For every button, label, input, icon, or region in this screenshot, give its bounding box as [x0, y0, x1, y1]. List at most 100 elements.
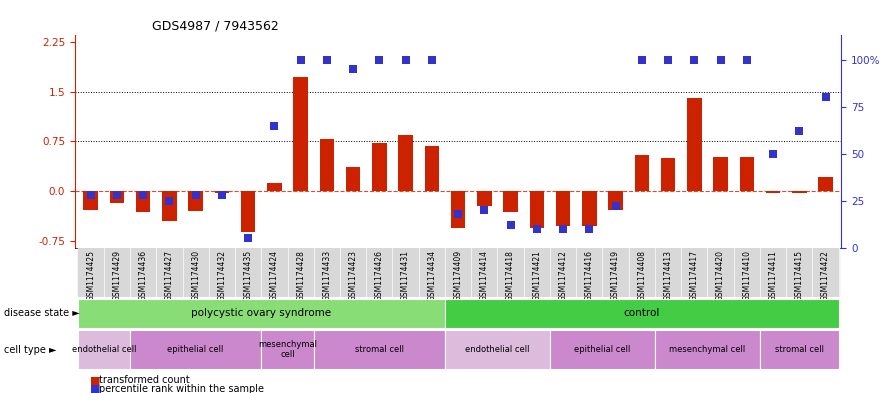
- Point: [346, 66, 360, 72]
- Text: GSM1174431: GSM1174431: [401, 250, 411, 301]
- Text: GSM1174423: GSM1174423: [349, 250, 358, 301]
- Bar: [812, 248, 839, 297]
- Text: GSM1174422: GSM1174422: [821, 250, 830, 301]
- Bar: [529, 191, 544, 228]
- Bar: [523, 248, 550, 297]
- Point: [110, 192, 124, 198]
- Text: polycystic ovary syndrome: polycystic ovary syndrome: [191, 309, 331, 318]
- Bar: [215, 191, 229, 193]
- Bar: [609, 191, 623, 210]
- Text: GSM1174420: GSM1174420: [716, 250, 725, 301]
- Text: cell type ►: cell type ►: [4, 345, 57, 355]
- Point: [136, 192, 150, 198]
- Bar: [503, 191, 518, 213]
- Bar: [734, 248, 760, 297]
- Text: GSM1174408: GSM1174408: [637, 250, 647, 301]
- Bar: [109, 191, 124, 203]
- Bar: [707, 248, 734, 297]
- Text: stromal cell: stromal cell: [775, 345, 824, 354]
- Point: [504, 222, 518, 228]
- Text: GSM1174418: GSM1174418: [506, 250, 515, 301]
- Bar: [740, 157, 754, 191]
- Bar: [681, 248, 707, 297]
- Text: epithelial cell: epithelial cell: [167, 345, 224, 354]
- Bar: [661, 158, 676, 191]
- Bar: [84, 191, 98, 210]
- Bar: [78, 299, 445, 328]
- Point: [398, 57, 412, 63]
- Text: GSM1174419: GSM1174419: [611, 250, 620, 301]
- Text: GSM1174411: GSM1174411: [768, 250, 778, 301]
- Text: GSM1174432: GSM1174432: [218, 250, 226, 301]
- Text: GSM1174409: GSM1174409: [454, 250, 463, 301]
- Text: GSM1174436: GSM1174436: [138, 250, 148, 301]
- Text: ■: ■: [90, 384, 100, 393]
- Bar: [714, 157, 728, 191]
- Point: [215, 192, 229, 198]
- Point: [740, 57, 754, 63]
- Bar: [550, 248, 576, 297]
- Point: [582, 226, 596, 232]
- Bar: [314, 248, 340, 297]
- Text: ■: ■: [90, 375, 100, 386]
- Text: GSM1174435: GSM1174435: [244, 250, 253, 301]
- Bar: [582, 191, 596, 226]
- Bar: [366, 248, 393, 297]
- Bar: [182, 248, 209, 297]
- Bar: [267, 183, 282, 191]
- Text: GDS4987 / 7943562: GDS4987 / 7943562: [152, 20, 278, 33]
- Text: GSM1174429: GSM1174429: [113, 250, 122, 301]
- Bar: [445, 299, 839, 328]
- Text: disease state ►: disease state ►: [4, 309, 80, 318]
- Point: [792, 128, 806, 134]
- Bar: [78, 248, 104, 297]
- Bar: [393, 248, 418, 297]
- Bar: [262, 248, 287, 297]
- Bar: [478, 191, 492, 206]
- Text: GSM1174424: GSM1174424: [270, 250, 279, 301]
- Text: epithelial cell: epithelial cell: [574, 345, 631, 354]
- Bar: [418, 248, 445, 297]
- Bar: [760, 330, 839, 369]
- Bar: [760, 248, 786, 297]
- Bar: [629, 248, 655, 297]
- Point: [818, 94, 833, 101]
- Bar: [498, 248, 523, 297]
- Point: [320, 57, 334, 63]
- Point: [635, 57, 649, 63]
- Text: GSM1174414: GSM1174414: [480, 250, 489, 301]
- Text: mesenchymal cell: mesenchymal cell: [670, 345, 745, 354]
- Bar: [130, 248, 156, 297]
- Point: [478, 207, 492, 213]
- Bar: [104, 248, 130, 297]
- Text: GSM1174430: GSM1174430: [191, 250, 200, 301]
- Bar: [209, 248, 235, 297]
- Bar: [451, 191, 465, 228]
- Point: [714, 57, 728, 63]
- Bar: [445, 248, 471, 297]
- Text: control: control: [624, 309, 660, 318]
- Text: endothelial cell: endothelial cell: [71, 345, 136, 354]
- Point: [267, 122, 281, 129]
- Bar: [235, 248, 262, 297]
- Text: GSM1174434: GSM1174434: [427, 250, 436, 301]
- Bar: [766, 191, 781, 193]
- Bar: [603, 248, 629, 297]
- Bar: [130, 330, 262, 369]
- Point: [373, 57, 387, 63]
- Bar: [262, 330, 314, 369]
- Text: GSM1174410: GSM1174410: [743, 250, 751, 301]
- Point: [766, 151, 781, 157]
- Text: mesenchymal
cell: mesenchymal cell: [258, 340, 317, 360]
- Bar: [634, 155, 649, 191]
- Text: GSM1174427: GSM1174427: [165, 250, 174, 301]
- Bar: [792, 191, 807, 193]
- Text: GSM1174428: GSM1174428: [296, 250, 305, 301]
- Text: GSM1174416: GSM1174416: [585, 250, 594, 301]
- Text: percentile rank within the sample: percentile rank within the sample: [99, 384, 263, 393]
- Bar: [372, 143, 387, 191]
- Text: GSM1174412: GSM1174412: [559, 250, 567, 301]
- Point: [162, 198, 176, 204]
- Bar: [425, 146, 439, 191]
- Point: [661, 57, 675, 63]
